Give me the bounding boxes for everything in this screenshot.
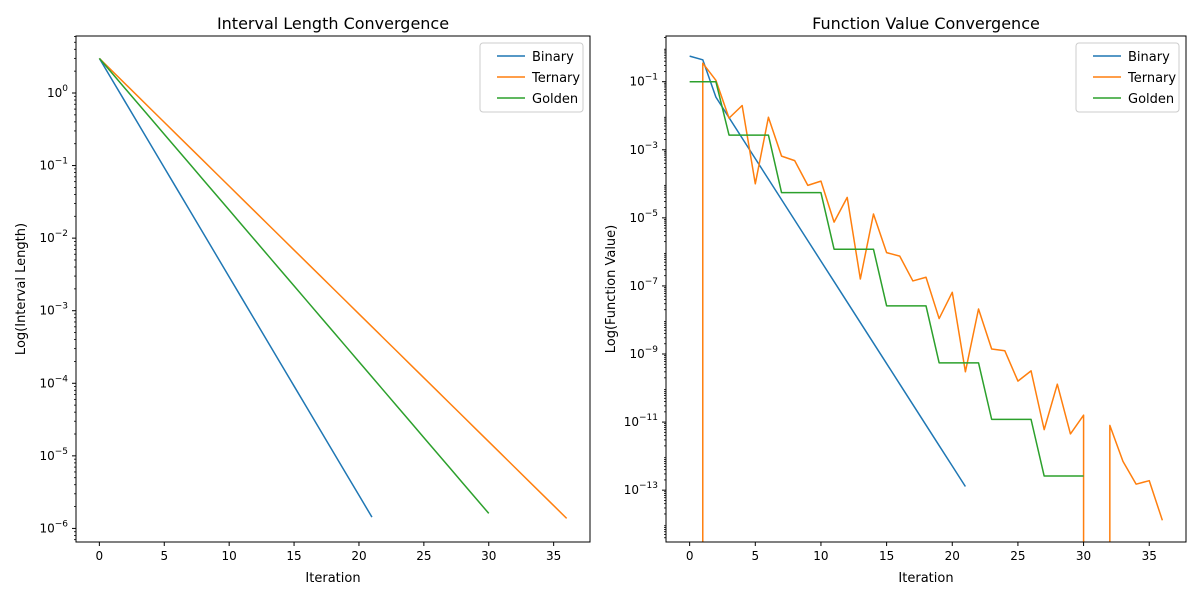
function-y-tick-label: 10−13 [624, 481, 658, 497]
interval-y-tick-label: 100 [47, 84, 68, 100]
interval-x-ticks: 0 5 10 15 20 25 30 35 [96, 542, 561, 563]
function-y-ticks: 10−13 10−11 10−9 10−7 10−5 10−3 10−1 [624, 37, 666, 539]
interval-chart-title: Interval Length Convergence [217, 14, 449, 33]
function-series-golden-line [689, 80, 1084, 477]
function-y-tick-label: 10−9 [629, 345, 658, 361]
function-legend-label-ternary: Ternary [1127, 71, 1176, 86]
interval-length-chart: 0 5 10 15 20 25 30 35 10−610−510−410−310−210−11… [14, 14, 591, 586]
function-y-tick-label: 10−7 [629, 277, 658, 293]
function-x-tick-label: 25 [1010, 549, 1025, 563]
function-series-binary-line [689, 55, 967, 487]
function-x-tick-label: 15 [879, 549, 894, 563]
interval-y-tick-label: 10−3 [39, 302, 68, 318]
function-x-ticks: 0 5 10 15 20 25 30 35 [686, 542, 1157, 563]
interval-x-tick-label: 25 [416, 549, 431, 563]
interval-y-tick-label: 10−2 [39, 229, 68, 245]
function-x-axis-label: Iteration [898, 571, 953, 586]
function-x-tick-label: 5 [751, 549, 759, 563]
interval-x-tick-label: 10 [222, 549, 237, 563]
function-x-tick-label: 0 [686, 549, 694, 563]
interval-y-tick-label: 10−6 [39, 519, 68, 535]
function-y-tick-label: 10−5 [629, 209, 658, 225]
interval-x-tick-label: 30 [481, 549, 496, 563]
interval-y-tick-label: 10−5 [39, 447, 68, 463]
interval-legend-label-binary: Binary [532, 50, 574, 65]
function-legend: Binary Ternary Golden [1075, 42, 1180, 113]
interval-legend-box [479, 42, 584, 113]
interval-x-tick-label: 15 [286, 549, 301, 563]
interval-y-axis-label: Log(Interval Length) [14, 223, 29, 355]
interval-legend-label-ternary: Ternary [531, 71, 580, 86]
function-x-tick-label: 20 [945, 549, 960, 563]
function-x-tick-label: 35 [1142, 549, 1157, 563]
interval-x-axis-label: Iteration [305, 571, 360, 586]
interval-y-ticks: 10−6 10−5 10−4 10−3 10−2 10−1 100 [39, 36, 76, 541]
function-legend-label-golden: Golden [1128, 92, 1174, 107]
interval-legend: Binary Ternary Golden [479, 42, 584, 113]
function-x-tick-label: 30 [1076, 549, 1091, 563]
function-chart-title: Function Value Convergence [812, 14, 1040, 33]
interval-x-tick-label: 5 [160, 549, 168, 563]
interval-series-ternary-line [98, 57, 568, 519]
function-y-tick-label: 10−1 [629, 73, 658, 89]
interval-series-binary-line [98, 57, 373, 518]
function-legend-box [1075, 42, 1180, 113]
interval-x-tick-label: 0 [96, 549, 104, 563]
function-x-tick-label: 10 [813, 549, 828, 563]
function-series-ternary-line [702, 62, 1164, 542]
function-y-tick-label: 10−3 [629, 141, 658, 157]
interval-y-tick-label: 10−1 [39, 157, 68, 173]
function-y-axis-label: Log(Function Value) [604, 225, 619, 354]
function-plot-lines [689, 55, 1164, 542]
interval-x-tick-label: 35 [546, 549, 561, 563]
function-y-tick-label: 10−11 [624, 413, 658, 429]
function-value-chart: 0 5 10 15 20 25 30 35 10−1310−1110−910−710−510−… [604, 14, 1187, 586]
interval-y-tick-label: 10−4 [39, 374, 68, 390]
interval-plot-lines [98, 57, 568, 519]
interval-series-golden-line [98, 57, 490, 514]
function-legend-label-binary: Binary [1128, 50, 1170, 65]
interval-legend-label-golden: Golden [532, 92, 578, 107]
interval-x-tick-label: 20 [351, 549, 366, 563]
